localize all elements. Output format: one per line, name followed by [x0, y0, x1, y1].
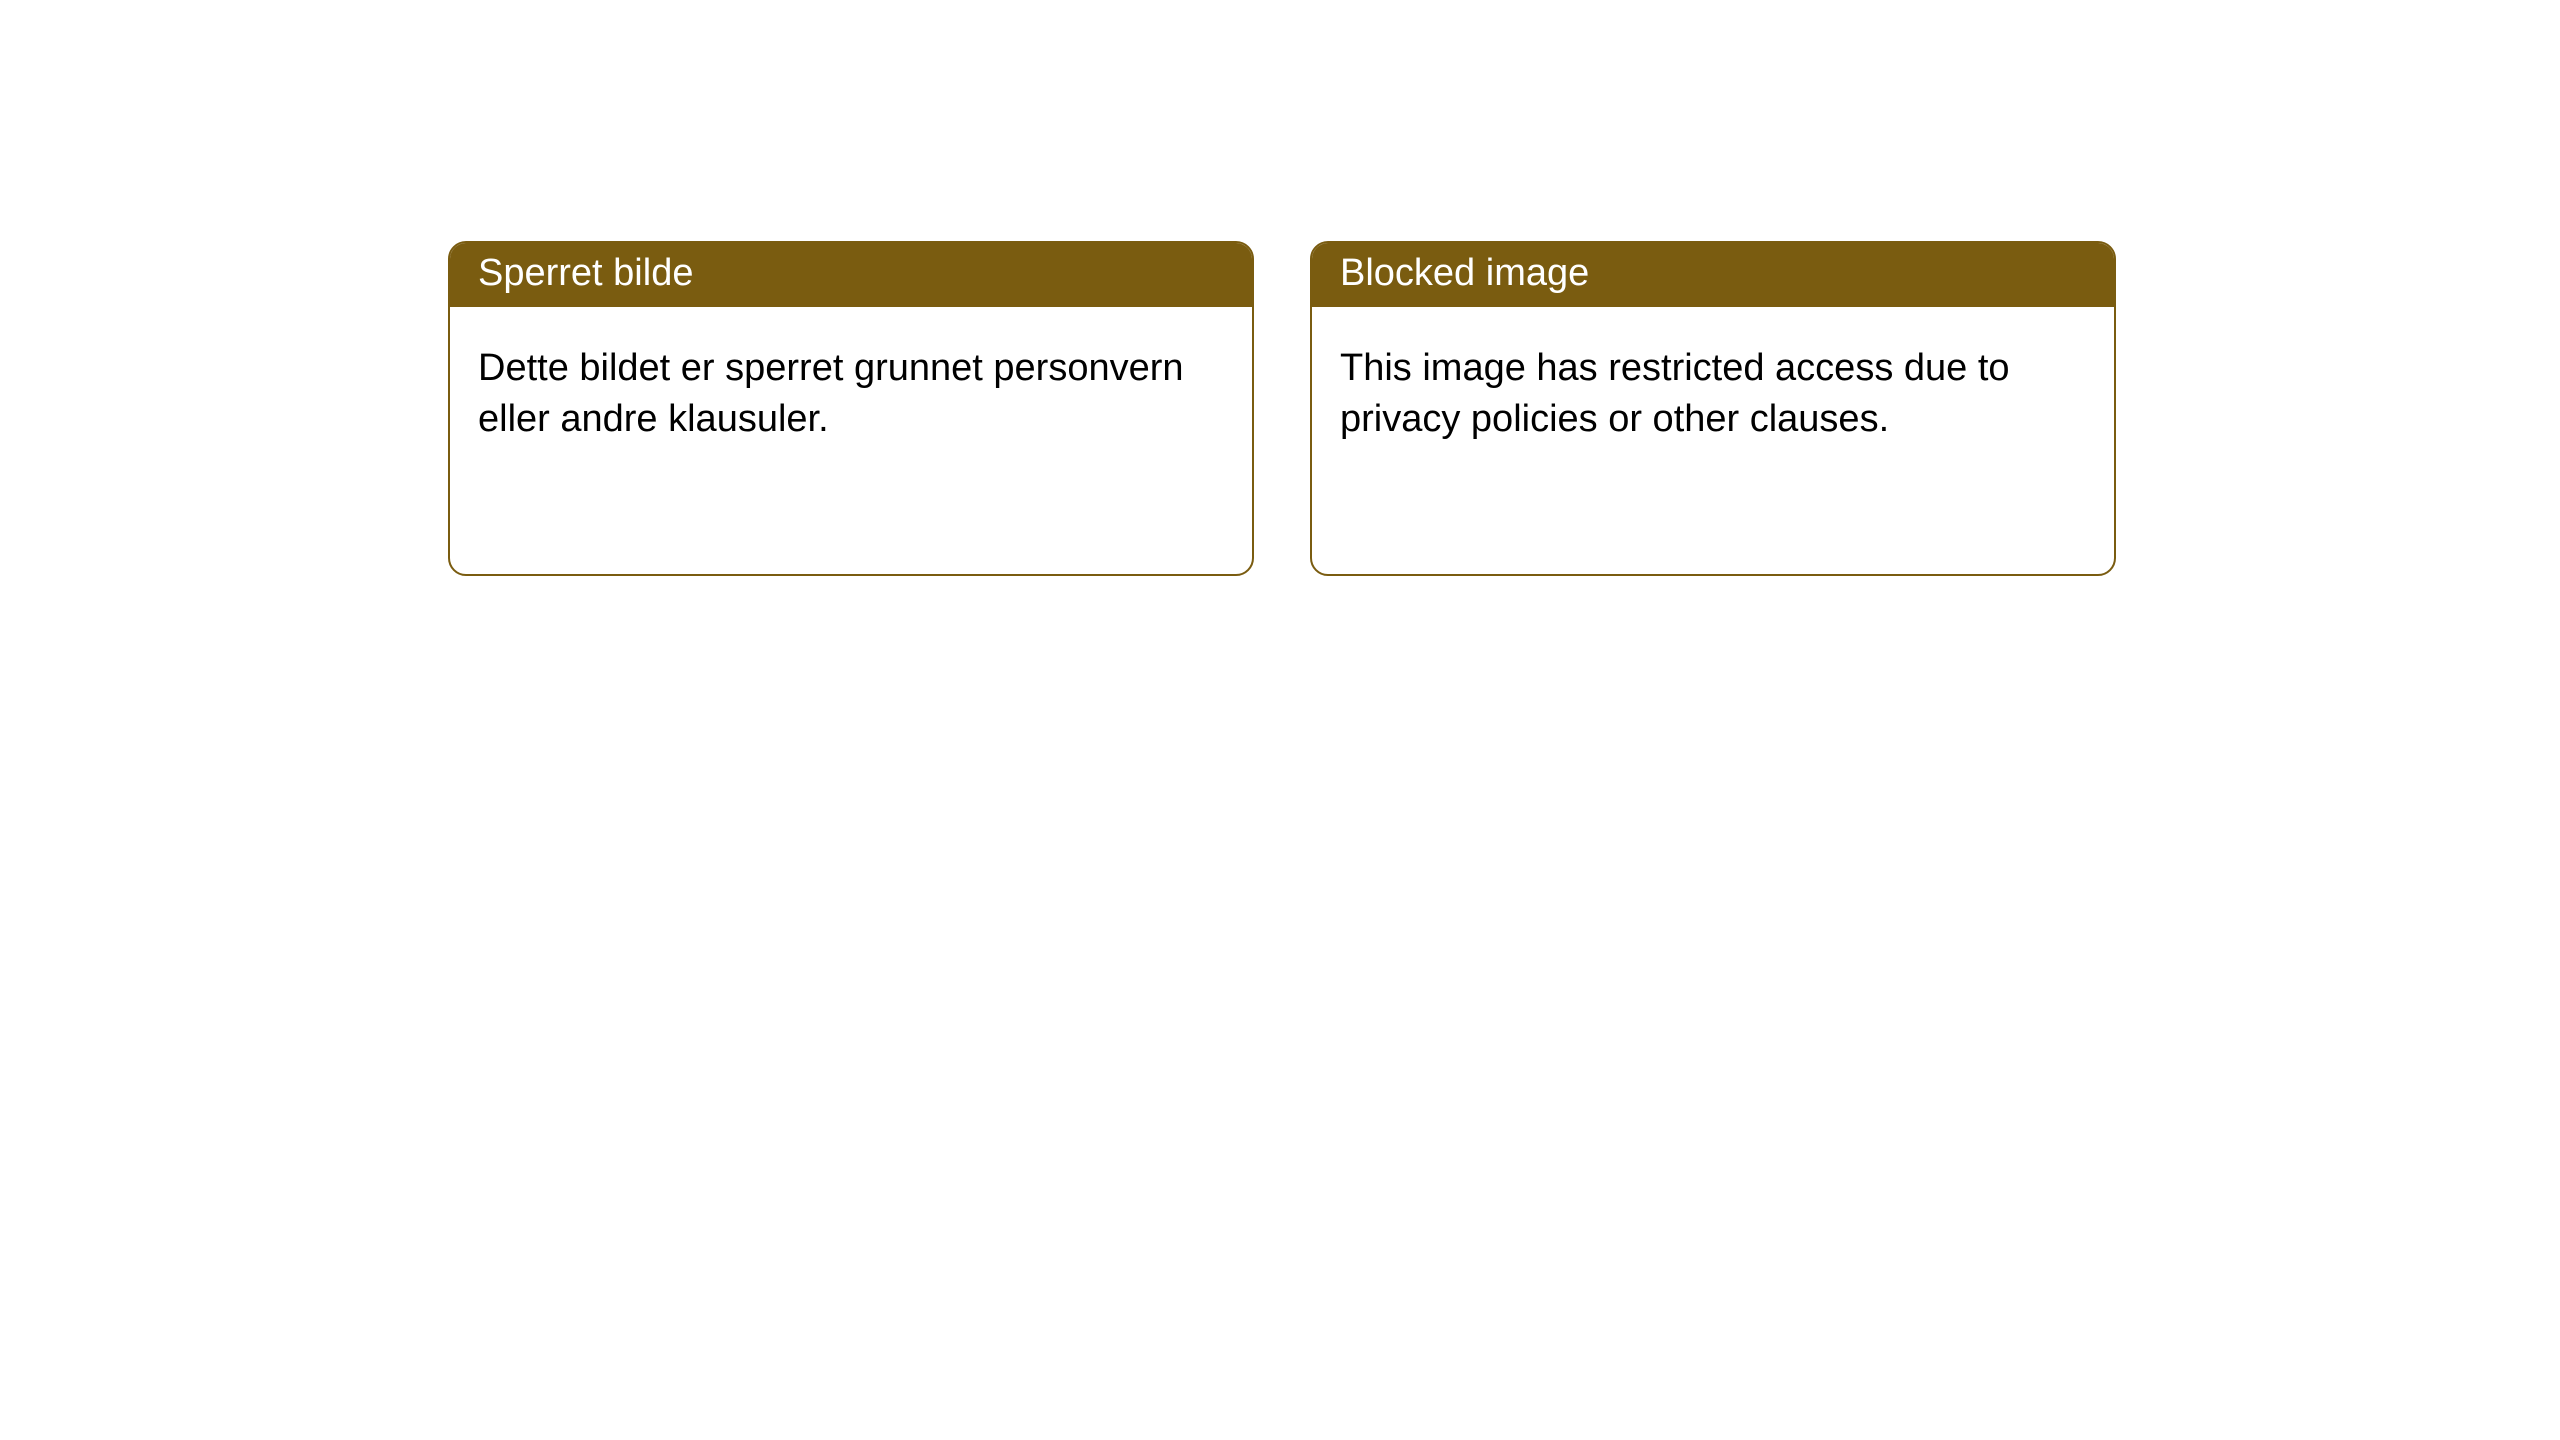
blocked-image-card-norwegian: Sperret bilde Dette bildet er sperret gr…: [448, 241, 1254, 576]
card-body-norwegian: Dette bildet er sperret grunnet personve…: [450, 307, 1252, 482]
card-header-norwegian: Sperret bilde: [450, 243, 1252, 307]
card-body-english: This image has restricted access due to …: [1312, 307, 2114, 482]
blocked-image-card-english: Blocked image This image has restricted …: [1310, 241, 2116, 576]
card-header-english: Blocked image: [1312, 243, 2114, 307]
notice-container: Sperret bilde Dette bildet er sperret gr…: [0, 0, 2560, 576]
